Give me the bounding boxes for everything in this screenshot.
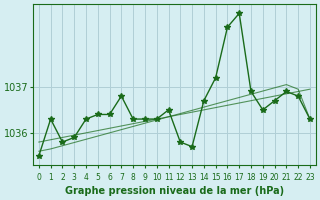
X-axis label: Graphe pression niveau de la mer (hPa): Graphe pression niveau de la mer (hPa): [65, 186, 284, 196]
